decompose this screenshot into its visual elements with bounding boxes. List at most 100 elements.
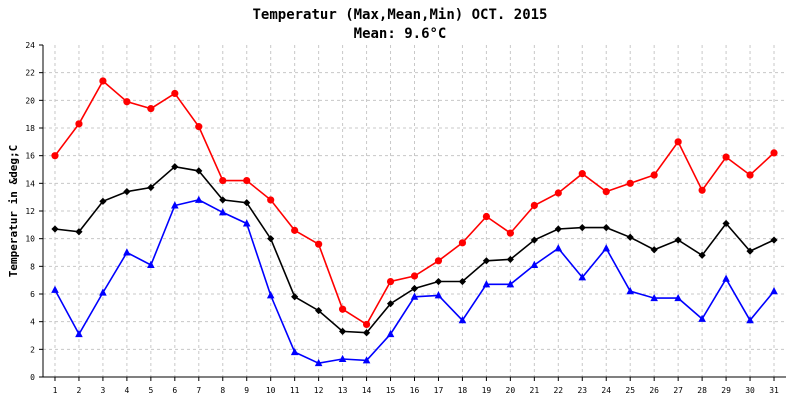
- grid-layer: [43, 45, 786, 377]
- y-tick-label: 8: [30, 262, 35, 271]
- point-max: [362, 320, 371, 329]
- point-max: [99, 77, 107, 85]
- point-min: [530, 260, 539, 268]
- point-min: [194, 195, 203, 203]
- point-min: [314, 358, 323, 367]
- point-max: [770, 149, 778, 157]
- point-mean: [171, 163, 179, 171]
- x-tick-label: 29: [721, 386, 731, 395]
- point-max: [722, 153, 730, 161]
- point-mean: [722, 219, 730, 228]
- y-tick-label: 16: [25, 152, 35, 161]
- point-mean: [362, 329, 371, 337]
- point-mean: [123, 188, 131, 196]
- point-max: [195, 123, 203, 131]
- point-max: [746, 171, 754, 179]
- y-tick-label: 2: [30, 345, 35, 354]
- point-max: [530, 201, 538, 210]
- point-mean: [506, 255, 514, 264]
- point-min: [650, 293, 658, 302]
- y-axis-label: Temperatur in &deg;C: [7, 145, 20, 277]
- point-mean: [554, 225, 562, 233]
- point-max: [291, 226, 299, 234]
- point-max: [267, 196, 275, 204]
- x-tick-label: 2: [77, 386, 82, 395]
- point-min: [290, 347, 299, 356]
- point-min: [99, 288, 107, 296]
- x-tick-label: 18: [458, 386, 468, 395]
- point-mean: [770, 236, 778, 244]
- point-min: [770, 287, 778, 295]
- point-max: [171, 89, 179, 98]
- point-max: [123, 98, 131, 106]
- y-tick-label: 18: [25, 124, 35, 133]
- point-mean: [746, 247, 754, 255]
- point-min: [242, 219, 251, 227]
- point-mean: [530, 236, 538, 244]
- point-min: [434, 291, 443, 299]
- x-tick-label: 5: [148, 386, 153, 395]
- point-min: [482, 280, 491, 288]
- y-tick-label: 0: [30, 373, 35, 382]
- point-min: [506, 280, 515, 288]
- point-mean: [147, 183, 155, 192]
- y-tick-label: 20: [25, 96, 35, 105]
- point-max: [75, 120, 83, 128]
- point-min: [674, 293, 682, 302]
- point-min: [51, 285, 59, 293]
- x-tick-label: 13: [338, 386, 348, 395]
- x-tick-label: 28: [697, 386, 707, 395]
- x-tick-label: 1: [53, 386, 58, 395]
- series-layer: [51, 77, 778, 367]
- point-max: [578, 170, 586, 178]
- x-tick-label: 12: [314, 386, 324, 395]
- x-tick-label: 27: [673, 386, 683, 395]
- point-max: [147, 105, 155, 113]
- point-min: [578, 273, 587, 281]
- x-tick-label: 9: [244, 386, 249, 395]
- y-tick-label: 4: [30, 318, 35, 327]
- point-mean: [578, 224, 586, 232]
- x-tick-label: 23: [577, 386, 587, 395]
- point-mean: [602, 224, 610, 232]
- point-min: [386, 329, 395, 338]
- point-min: [410, 292, 419, 300]
- point-max: [458, 239, 467, 247]
- point-max: [674, 138, 682, 146]
- x-tick-label: 22: [553, 386, 563, 395]
- x-tick-label: 31: [769, 386, 779, 395]
- x-tick-label: 3: [101, 386, 106, 395]
- point-mean: [195, 167, 203, 175]
- x-tick-label: 24: [601, 386, 611, 395]
- point-max: [51, 152, 59, 160]
- point-max: [219, 176, 227, 185]
- x-tick-label: 26: [649, 386, 659, 395]
- point-max: [554, 189, 562, 197]
- point-max: [338, 305, 347, 313]
- point-min: [266, 291, 275, 299]
- point-max: [626, 179, 634, 187]
- point-mean: [482, 257, 491, 265]
- point-mean: [99, 197, 107, 205]
- point-mean: [315, 307, 323, 315]
- point-min: [218, 208, 227, 216]
- chart-subtitle: Mean: 9.6°C: [354, 26, 447, 42]
- point-mean: [698, 251, 706, 259]
- point-min: [554, 244, 563, 252]
- y-tick-label: 14: [25, 179, 35, 188]
- point-mean: [410, 284, 419, 293]
- point-mean: [267, 235, 275, 243]
- point-min: [123, 248, 131, 256]
- y-tick-label: 24: [25, 41, 35, 50]
- point-min: [626, 287, 635, 295]
- point-min: [458, 316, 467, 324]
- point-mean: [650, 246, 658, 254]
- point-mean: [243, 199, 251, 207]
- point-min: [147, 260, 155, 268]
- y-tick-label: 6: [30, 290, 35, 299]
- point-min: [338, 354, 347, 363]
- point-mean: [291, 293, 299, 301]
- chart-title: Temperatur (Max,Mean,Min) OCT. 2015: [252, 7, 547, 23]
